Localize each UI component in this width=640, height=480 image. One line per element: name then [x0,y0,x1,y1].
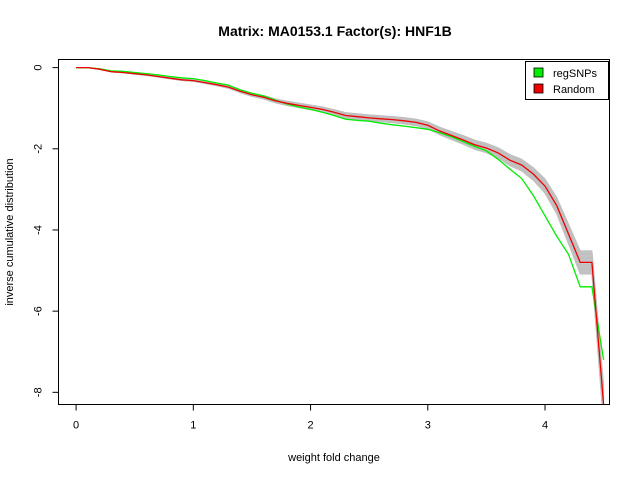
x-axis-label: weight fold change [287,452,380,464]
chart-title: Matrix: MA0153.1 Factor(s): HNF1B [218,23,451,39]
legend-swatch-regsnps [533,67,544,78]
series-lines [76,66,605,405]
random-sample-line [76,67,603,405]
y-tick-label: -2 [33,144,45,154]
random-sample-line [76,67,604,405]
random-sample-line [76,67,603,405]
y-tick-label: -8 [33,387,45,397]
random-sample-line [76,67,604,405]
random-sample-line [76,67,604,405]
y-tick-label: -6 [33,306,45,316]
y-tick-label: -4 [33,225,45,235]
random-sample-line [76,67,604,405]
random-sample-line [76,67,603,405]
y-axis: 0 -2 -4 -6 -8 [33,65,59,397]
random-sample-line [76,67,603,405]
random-sample-line [76,67,604,405]
y-tick-label: 0 [33,65,45,71]
random-sample-line [76,67,603,405]
x-tick-label: 3 [425,420,431,432]
random-sample-line [76,67,604,405]
random-sample-line [76,67,604,405]
x-tick-label: 0 [73,420,79,432]
random-sample-line [76,67,604,405]
legend-label-regsnps: regSNPs [553,68,598,80]
series-line-regsnps [76,66,605,361]
series-line-random [76,66,605,405]
random-sample-line [76,67,605,405]
x-tick-label: 4 [542,420,548,432]
legend-swatch-random [533,83,544,94]
random-background-lines [76,67,605,405]
x-tick-label: 2 [307,420,313,432]
y-axis-label: inverse cumulative distribution [4,158,16,305]
x-axis: 0 1 2 3 4 [73,404,548,432]
plot-frame [58,59,610,405]
random-sample-line [76,67,604,405]
legend: regSNPs Random [525,61,609,100]
legend-label-random: Random [553,84,595,96]
x-tick-label: 1 [190,420,196,432]
